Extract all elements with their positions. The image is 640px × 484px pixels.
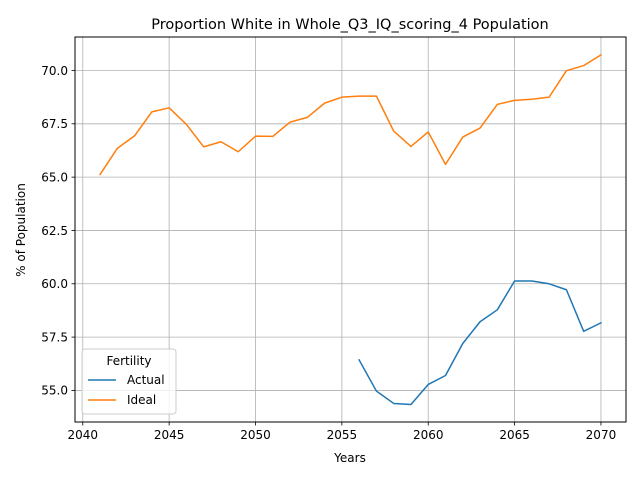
y-tick-label: 65.0	[41, 170, 68, 184]
series-line-ideal	[99, 53, 602, 176]
plot-lines	[99, 53, 602, 406]
legend-box	[81, 348, 177, 415]
x-axis-ticks: 2040 2045 2050 2055 2060 2065 2070	[67, 422, 616, 442]
legend-label-actual: Actual	[127, 373, 165, 387]
x-tick-label: 2060	[413, 428, 444, 442]
x-tick-label: 2070	[586, 428, 617, 442]
y-axis-label: % of Population	[14, 183, 28, 277]
x-tick-label: 2040	[67, 428, 98, 442]
series-line-actual	[358, 280, 602, 406]
y-tick-label: 60.0	[41, 277, 68, 291]
legend-label-ideal: Ideal	[127, 393, 156, 407]
plot-frame	[74, 36, 627, 423]
legend: Fertility Actual Ideal	[81, 348, 177, 415]
y-tick-label: 55.0	[41, 384, 68, 398]
y-axis-ticks: 55.0 57.5 60.0 62.5 65.0 67.5 70.0	[41, 64, 75, 398]
y-tick-label: 57.5	[41, 330, 68, 344]
x-tick-label: 2050	[240, 428, 271, 442]
y-tick-label: 70.0	[41, 64, 68, 78]
y-tick-label: 62.5	[41, 224, 68, 238]
x-tick-label: 2065	[499, 428, 530, 442]
grid	[75, 37, 626, 422]
y-tick-label: 67.5	[41, 117, 68, 131]
legend-title: Fertility	[106, 354, 151, 368]
chart-title: Proportion White in Whole_Q3_IQ_scoring_…	[151, 17, 549, 33]
x-axis-label: Years	[333, 451, 366, 465]
x-tick-label: 2045	[154, 428, 185, 442]
x-tick-label: 2055	[327, 428, 358, 442]
